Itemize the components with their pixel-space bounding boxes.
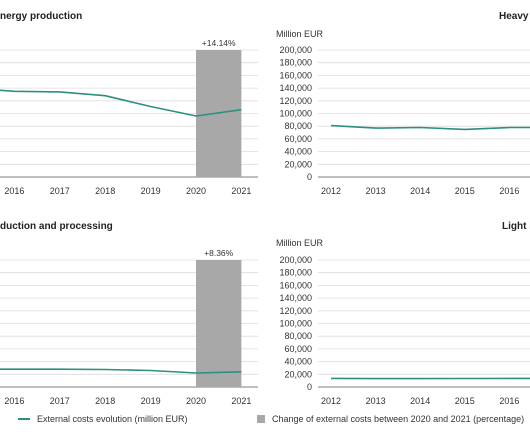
y-tick-label: 140,000 [279,293,312,303]
x-tick-label: 2016 [499,186,519,196]
legend-bar-swatch [257,415,265,423]
highlight-change-label: +14.14% [202,38,236,48]
y-tick-label: 200,000 [279,45,312,55]
x-tick-label: 2019 [141,186,161,196]
y-tick-label: 140,000 [279,83,312,93]
y-tick-label: 60,000 [284,134,312,144]
panel-title: Light i [502,221,530,232]
legend: External costs evolution (million EUR) C… [0,414,530,430]
y-tick-label: 200,000 [279,255,312,265]
y-tick-label: 80,000 [284,331,312,341]
legend-item-line: External costs evolution (million EUR) [18,414,188,424]
y-tick-label: 160,000 [279,70,312,80]
legend-line-swatch [18,418,30,420]
panel-title: Heavy [499,11,529,22]
x-tick-label: 2016 [4,186,24,196]
y-tick-label: 80,000 [284,121,312,131]
x-tick-label: 2015 [455,186,475,196]
y-tick-label: 180,000 [279,268,312,278]
legend-line-label: External costs evolution (million EUR) [37,414,188,424]
y-tick-label: 100,000 [279,319,312,329]
highlight-change-label: +8.36% [204,248,234,258]
series-line [0,368,242,374]
y-tick-label: 120,000 [279,96,312,106]
x-tick-label: 2019 [141,396,161,406]
y-unit-label: Million EUR [276,29,324,39]
x-tick-label: 2018 [95,396,115,406]
x-tick-label: 2020 [186,396,206,406]
x-tick-label: 2014 [410,396,430,406]
y-tick-label: 100,000 [279,109,312,119]
x-tick-label: 2013 [366,396,386,406]
x-tick-label: 2012 [321,396,341,406]
y-tick-label: 0 [307,382,312,392]
x-tick-label: 2016 [4,396,24,406]
panel-title: duction and processing [0,221,113,232]
y-unit-label: Million EUR [276,238,324,248]
highlight-bar [196,260,242,387]
legend-bar-label: Change of external costs between 2020 an… [272,414,525,424]
x-tick-label: 2020 [186,186,206,196]
series-line [330,124,530,131]
x-tick-label: 2018 [95,186,115,196]
y-tick-label: 120,000 [279,306,312,316]
x-tick-label: 2013 [366,186,386,196]
y-tick-label: 40,000 [284,357,312,367]
x-tick-label: 2012 [321,186,341,196]
x-tick-label: 2014 [410,186,430,196]
x-tick-label: 2021 [231,396,251,406]
x-tick-label: 2021 [231,186,251,196]
y-tick-label: 40,000 [284,147,312,157]
x-tick-label: 2017 [50,396,70,406]
x-tick-label: 2015 [455,396,475,406]
y-tick-label: 20,000 [284,369,312,379]
y-tick-label: 0 [307,172,312,182]
legend-item-bar: Change of external costs between 2020 an… [257,414,524,424]
y-tick-label: 60,000 [284,344,312,354]
series-line [0,89,242,117]
x-tick-label: 2017 [50,186,70,196]
y-tick-label: 180,000 [279,58,312,68]
panel-title: nergy production [0,11,82,22]
x-tick-label: 2016 [499,396,519,406]
y-tick-label: 20,000 [284,159,312,169]
y-tick-label: 160,000 [279,280,312,290]
